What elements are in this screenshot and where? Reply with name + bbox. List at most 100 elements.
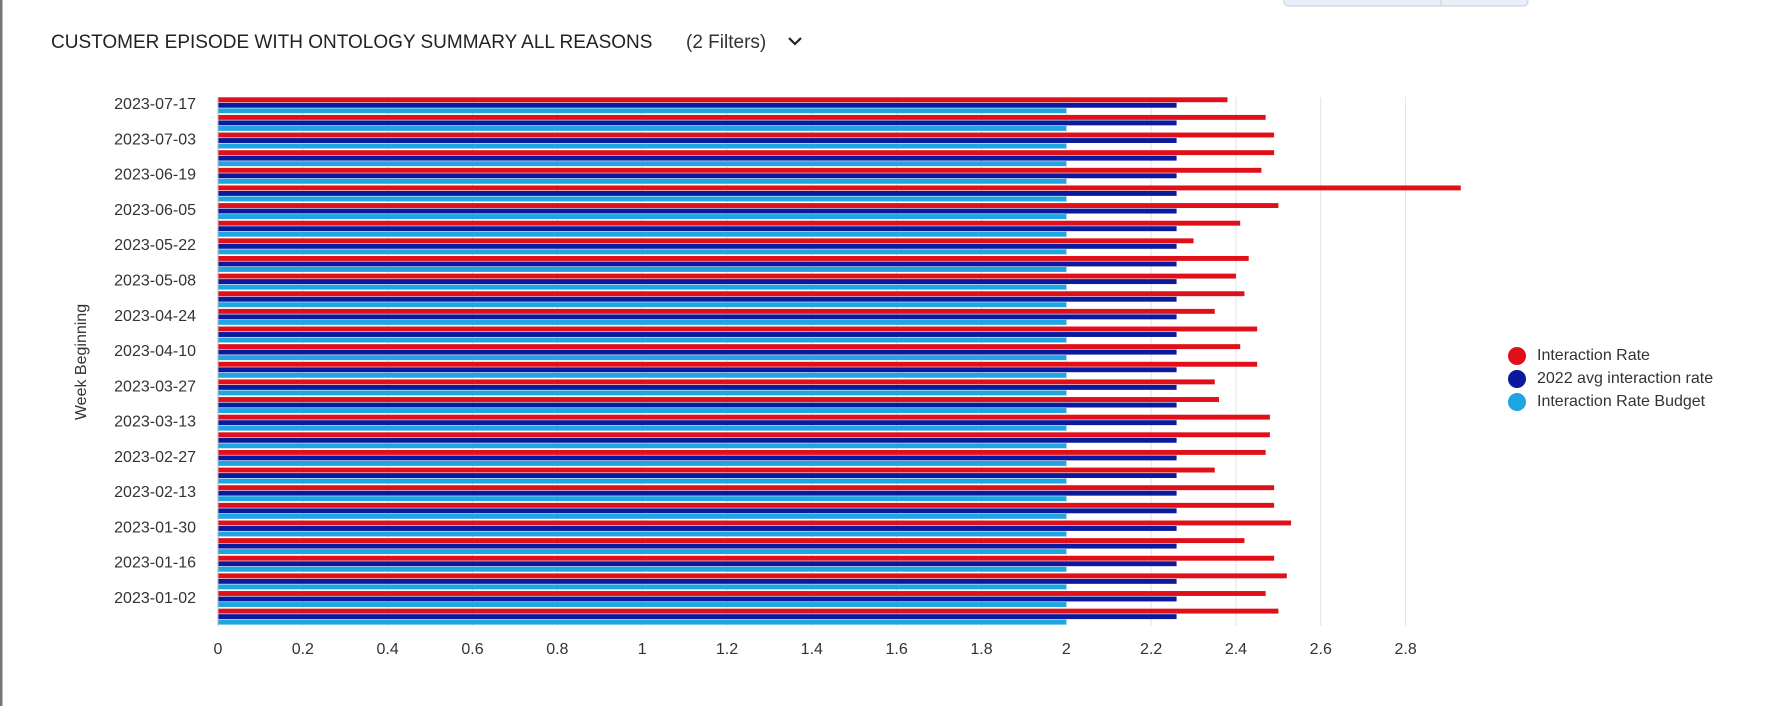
bar bbox=[218, 161, 1067, 167]
bar bbox=[218, 102, 1177, 108]
bar bbox=[218, 155, 1177, 161]
y-tick-label: 2023-06-05 bbox=[114, 202, 196, 219]
legend-marker bbox=[1508, 393, 1526, 411]
bar bbox=[218, 443, 1067, 449]
bar bbox=[218, 273, 1236, 279]
y-tick-label: 2023-07-17 bbox=[114, 96, 196, 113]
bar bbox=[218, 473, 1177, 479]
bar bbox=[218, 538, 1245, 544]
legend-marker bbox=[1508, 370, 1526, 388]
legend-marker bbox=[1508, 347, 1526, 365]
bar bbox=[218, 238, 1194, 244]
bar bbox=[218, 332, 1177, 337]
bar bbox=[218, 420, 1177, 426]
bar bbox=[218, 397, 1219, 402]
x-tick-label: 1.8 bbox=[970, 641, 992, 658]
bar bbox=[218, 355, 1067, 361]
bar bbox=[218, 408, 1067, 413]
bar bbox=[218, 602, 1067, 607]
bar bbox=[218, 173, 1177, 179]
bar bbox=[218, 520, 1292, 526]
bar bbox=[218, 379, 1215, 385]
bar bbox=[218, 513, 1067, 519]
bar bbox=[218, 549, 1067, 555]
y-tick-label: 2023-02-27 bbox=[114, 449, 196, 466]
bar bbox=[218, 437, 1177, 443]
x-tick-label: 0.6 bbox=[461, 641, 483, 658]
y-axis-label: Week Beginning bbox=[73, 304, 90, 420]
bar bbox=[218, 573, 1287, 579]
bar bbox=[218, 566, 1067, 572]
y-tick-label: 2023-07-03 bbox=[114, 131, 196, 148]
chart-title: CUSTOMER EPISODE WITH ONTOLOGY SUMMARY A… bbox=[51, 32, 652, 53]
bar bbox=[218, 108, 1067, 114]
y-tick-label: 2023-01-30 bbox=[114, 519, 196, 536]
bar bbox=[218, 372, 1067, 378]
bar bbox=[218, 496, 1067, 502]
bar bbox=[218, 132, 1275, 138]
x-tick-label: 2.8 bbox=[1394, 641, 1416, 658]
bar bbox=[218, 231, 1067, 237]
bar bbox=[218, 425, 1067, 431]
legend-label: Interaction Rate Budget bbox=[1537, 393, 1706, 410]
bar bbox=[218, 591, 1266, 596]
x-tick-label: 0.8 bbox=[546, 641, 568, 658]
bar bbox=[218, 302, 1067, 308]
bar bbox=[218, 619, 1067, 625]
bar bbox=[218, 261, 1177, 267]
bar bbox=[218, 561, 1177, 567]
x-tick-label: 1.2 bbox=[716, 641, 738, 658]
bar bbox=[218, 208, 1177, 214]
y-tick-label: 2023-01-16 bbox=[114, 555, 196, 572]
bar bbox=[218, 596, 1177, 602]
x-tick-label: 1 bbox=[638, 641, 647, 658]
y-tick-label: 2023-05-22 bbox=[114, 237, 196, 254]
x-tick-label: 2.2 bbox=[1140, 641, 1162, 658]
y-tick-label: 2023-04-10 bbox=[114, 343, 196, 360]
filter-count[interactable]: (2 Filters) bbox=[686, 32, 766, 53]
bar bbox=[218, 291, 1245, 297]
x-tick-label: 0.2 bbox=[292, 641, 314, 658]
bar bbox=[218, 555, 1275, 561]
bar bbox=[218, 508, 1177, 514]
bar bbox=[218, 97, 1228, 103]
bar bbox=[218, 256, 1249, 261]
x-tick-label: 1.4 bbox=[801, 641, 823, 658]
x-tick-label: 0 bbox=[214, 641, 223, 658]
y-tick-label: 2023-05-08 bbox=[114, 272, 196, 289]
bar bbox=[218, 449, 1266, 455]
y-tick-label: 2023-06-19 bbox=[114, 167, 196, 184]
y-tick-label: 2023-01-02 bbox=[114, 590, 196, 607]
bar bbox=[218, 267, 1067, 272]
bar bbox=[218, 337, 1067, 343]
bar bbox=[218, 190, 1177, 196]
bar bbox=[218, 485, 1275, 491]
bar bbox=[218, 344, 1241, 350]
bar bbox=[218, 120, 1177, 126]
bar bbox=[218, 243, 1177, 249]
dropdown-chevron[interactable] bbox=[788, 37, 802, 46]
x-tick-label: 1.6 bbox=[886, 641, 908, 658]
bar bbox=[218, 308, 1215, 314]
bar bbox=[218, 502, 1275, 508]
y-tick-label: 2023-03-27 bbox=[114, 378, 196, 395]
bar bbox=[218, 455, 1177, 461]
legend-label: 2022 avg interaction rate bbox=[1537, 370, 1713, 387]
bar bbox=[218, 326, 1258, 332]
bar bbox=[218, 185, 1461, 191]
bar bbox=[218, 349, 1177, 355]
bar bbox=[218, 125, 1067, 131]
bar bbox=[218, 214, 1067, 220]
bar bbox=[218, 226, 1177, 232]
bar bbox=[218, 402, 1177, 408]
bar bbox=[218, 614, 1177, 620]
bar bbox=[218, 203, 1279, 209]
y-tick-label: 2023-04-24 bbox=[114, 308, 196, 325]
bar bbox=[218, 138, 1177, 143]
toolbar-button[interactable] bbox=[1283, 0, 1529, 7]
bar bbox=[218, 478, 1067, 484]
bar bbox=[218, 167, 1262, 173]
bar bbox=[218, 220, 1241, 226]
bar bbox=[218, 526, 1177, 531]
